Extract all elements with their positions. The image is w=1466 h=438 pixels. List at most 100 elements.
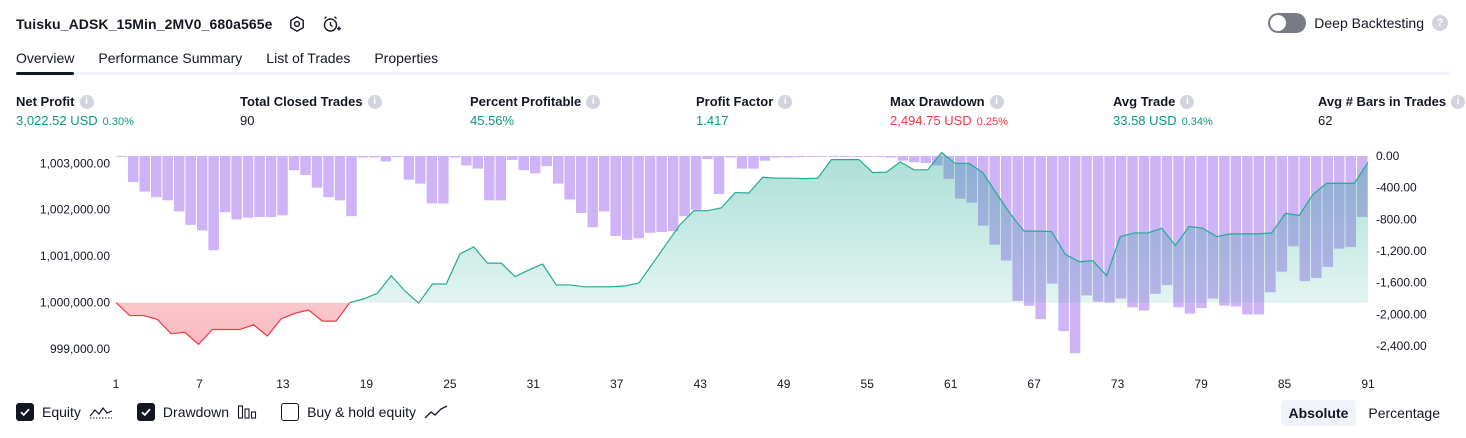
drawdown-bar xyxy=(150,155,162,198)
drawdown-bar xyxy=(541,155,552,167)
info-icon[interactable]: i xyxy=(989,94,1004,109)
right-axis-tick: -800.00 xyxy=(1376,212,1417,226)
drawdown-bar xyxy=(1150,155,1161,294)
drawdown-bar xyxy=(1173,155,1184,308)
right-axis-tick: 0.00 xyxy=(1376,149,1400,163)
drawdown-bar xyxy=(426,155,438,204)
drawdown-bar xyxy=(736,155,748,169)
x-axis-tick: 61 xyxy=(944,377,958,390)
drawdown-bar xyxy=(449,155,461,158)
drawdown-bar xyxy=(886,155,897,158)
deep-backtesting: Deep Backtesting ? xyxy=(1268,13,1448,33)
drawdown-bar xyxy=(713,155,725,194)
metric-net-profit: Net Profit i 3,022.52 USD 0.30% xyxy=(16,94,134,128)
tab-bar: Overview Performance Summary List of Tra… xyxy=(16,44,1450,75)
drawdown-bar xyxy=(231,155,242,220)
drawdown-bar xyxy=(1265,155,1276,293)
equity-line-icon xyxy=(89,406,113,419)
x-axis-tick: 43 xyxy=(694,377,708,390)
drawdown-bar xyxy=(575,155,587,213)
info-icon[interactable]: i xyxy=(1451,94,1466,109)
drawdown-checkbox[interactable] xyxy=(136,403,155,421)
legend-equity[interactable]: Equity xyxy=(16,403,113,421)
right-axis-tick: -400.00 xyxy=(1376,181,1417,195)
drawdown-bar xyxy=(219,155,231,213)
drawdown-bar xyxy=(920,155,932,164)
drawdown-bar xyxy=(1058,155,1069,332)
metric-label: Avg Trade xyxy=(1113,94,1176,109)
drawdown-bar xyxy=(346,155,357,217)
drawdown-bar xyxy=(472,155,484,169)
equity-drawdown-chart[interactable]: 999,000.00 1,000,000.00 1,001,000.00 1,002,… xyxy=(0,138,1466,390)
drawdown-bar xyxy=(840,155,851,157)
percentage-button[interactable]: Percentage xyxy=(1368,405,1440,421)
right-axis-tick: -2,400.00 xyxy=(1376,339,1427,353)
metric-max-drawdown: Max Drawdown i 2,494.75 USD 0.25% xyxy=(890,94,1008,128)
legend-drawdown[interactable]: Drawdown xyxy=(136,403,257,421)
drawdown-bar xyxy=(598,155,610,212)
left-axis-tick: 1,000,000.00 xyxy=(40,296,110,310)
equity-checkbox[interactable] xyxy=(16,403,34,421)
metric-value: 3,022.52 USD xyxy=(16,113,98,128)
info-icon[interactable]: i xyxy=(367,94,382,109)
metric-label: Total Closed Trades xyxy=(240,94,363,109)
drawdown-bar xyxy=(1207,155,1219,299)
left-axis-tick: 1,003,000.00 xyxy=(40,156,110,170)
drawdown-bar xyxy=(438,155,449,204)
drawdown-bar xyxy=(759,155,771,161)
x-axis-tick: 91 xyxy=(1361,377,1375,390)
info-icon[interactable]: i xyxy=(1180,94,1195,109)
drawdown-bar xyxy=(116,155,127,157)
x-axis-tick: 1 xyxy=(113,377,120,390)
equity-area-profit xyxy=(116,152,1368,303)
x-axis-tick: 7 xyxy=(196,377,203,390)
strategy-header: Tuisku_ADSK_15Min_2MV0_680a565e xyxy=(16,12,341,36)
x-axis-tick: 79 xyxy=(1194,377,1208,390)
drawdown-bar xyxy=(748,155,759,169)
drawdown-bar xyxy=(392,155,403,158)
drawdown-bar xyxy=(403,155,415,180)
left-axis-tick: 1,002,000.00 xyxy=(40,203,110,217)
drawdown-bar xyxy=(530,155,541,174)
tab-performance-summary[interactable]: Performance Summary xyxy=(98,50,243,66)
metric-percent-profitable: Percent Profitable i 45.56% xyxy=(470,94,601,128)
metric-total-closed-trades: Total Closed Trades i 90 xyxy=(240,94,382,128)
add-alert-icon[interactable] xyxy=(321,14,341,34)
metric-value: 1.417 xyxy=(696,113,729,128)
x-axis-tick: 25 xyxy=(443,377,457,390)
tab-overview[interactable]: Overview xyxy=(16,44,75,75)
drawdown-bars-icon xyxy=(238,405,257,419)
drawdown-bar xyxy=(139,155,150,192)
metric-label: Percent Profitable xyxy=(470,94,582,109)
drawdown-bar xyxy=(461,155,472,166)
x-axis-tick: 19 xyxy=(360,377,374,390)
info-icon[interactable]: i xyxy=(586,94,601,109)
drawdown-bar xyxy=(1046,155,1058,284)
metric-label: Net Profit xyxy=(16,94,75,109)
info-icon[interactable]: i xyxy=(778,94,793,109)
drawdown-bar xyxy=(897,155,909,161)
equity-line-loss xyxy=(115,302,420,346)
info-icon[interactable]: i xyxy=(79,94,94,109)
strategy-name: Tuisku_ADSK_15Min_2MV0_680a565e xyxy=(16,16,273,32)
x-axis-tick: 73 xyxy=(1111,377,1125,390)
tab-list-of-trades[interactable]: List of Trades xyxy=(266,50,351,66)
drawdown-bar xyxy=(725,155,736,158)
drawdown-bar xyxy=(610,155,621,236)
tab-properties[interactable]: Properties xyxy=(374,50,439,66)
absolute-button[interactable]: Absolute xyxy=(1280,400,1357,426)
drawdown-bar xyxy=(690,155,702,210)
drawdown-bar xyxy=(1127,155,1138,308)
buy-hold-checkbox[interactable] xyxy=(281,403,300,421)
legend-buy-hold-label: Buy & hold equity xyxy=(307,404,417,420)
drawdown-bar xyxy=(185,155,196,225)
right-axis-tick: -1,600.00 xyxy=(1376,276,1427,290)
legend-buy-hold[interactable]: Buy & hold equity xyxy=(281,403,448,421)
x-axis-tick: 85 xyxy=(1278,377,1292,390)
help-icon[interactable]: ? xyxy=(1432,15,1448,31)
settings-icon[interactable] xyxy=(287,14,307,34)
drawdown-bar xyxy=(863,155,874,157)
x-axis-tick: 31 xyxy=(527,377,541,390)
deep-backtesting-toggle[interactable] xyxy=(1268,13,1307,33)
drawdown-bar xyxy=(334,155,346,201)
